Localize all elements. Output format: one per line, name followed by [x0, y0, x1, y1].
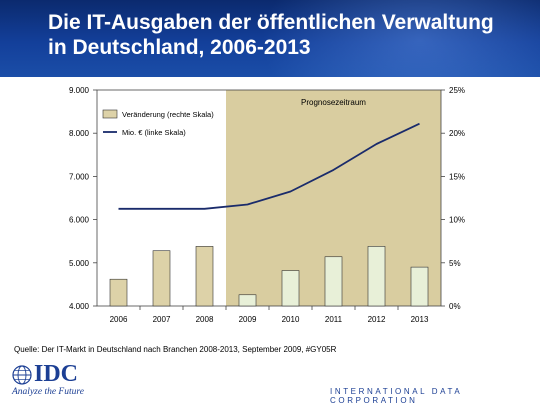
legend-label-bar: Veränderung (rechte Skala) — [122, 110, 214, 119]
x-tick-label: 2013 — [411, 315, 429, 324]
legend-swatch-bar — [102, 109, 118, 119]
left-tick-label: 9.000 — [69, 86, 90, 95]
bar-2011 — [324, 256, 343, 307]
chart: Prognosezeitraum 4.000 5.000 6.000 7.000 8.00… — [69, 86, 465, 324]
left-tick-label: 6.000 — [69, 216, 90, 225]
x-tick-label: 2011 — [325, 315, 343, 324]
page-title: Die IT-Ausgaben der öffentlichen Verwalt… — [48, 10, 528, 60]
bar-2010 — [281, 270, 300, 307]
bar-2006 — [109, 278, 128, 307]
x-tick-label: 2009 — [239, 315, 257, 324]
x-tick-label: 2006 — [110, 315, 128, 324]
x-tick-label: 2010 — [282, 315, 300, 324]
left-tick-label: 8.000 — [69, 129, 90, 138]
left-tick-label: 5.000 — [69, 259, 90, 268]
title-line-2: in Deutschland, 2006-2013 — [48, 36, 311, 59]
x-tick-label: 2012 — [368, 315, 386, 324]
right-tick-label: 10% — [449, 216, 465, 225]
header-banner: Die IT-Ausgaben der öffentlichen Verwalt… — [0, 0, 540, 77]
idc-globe-icon — [12, 365, 32, 385]
right-tick-label: 25% — [449, 86, 465, 95]
title-line-1: Die IT-Ausgaben der öffentlichen Verwalt… — [48, 11, 494, 34]
logo-tagline: Analyze the Future — [12, 387, 84, 397]
source-note: Quelle: Der IT-Markt in Deutschland nach… — [14, 345, 337, 354]
right-tick-label: 5% — [449, 259, 461, 268]
forecast-label: Prognosezeitraum — [301, 98, 366, 107]
bar-2008 — [195, 246, 214, 307]
idc-logo: IDC Analyze the Future — [12, 361, 102, 403]
bar-2007 — [152, 250, 171, 307]
bar-2009 — [238, 294, 257, 307]
header-glow — [260, 0, 540, 77]
x-tick-label: 2008 — [196, 315, 214, 324]
series-line-mio — [118, 122, 420, 210]
right-tick-label: 20% — [449, 129, 465, 138]
right-tick-label: 15% — [449, 172, 465, 181]
bar-2013 — [410, 266, 429, 307]
right-tick-label: 0% — [449, 302, 461, 311]
logo-name: IDC — [34, 361, 79, 387]
bar-2012 — [367, 246, 386, 307]
legend-label-line: Mio. € (linke Skala) — [122, 128, 186, 137]
corporation-name: INTERNATIONAL DATA CORPORATION — [330, 387, 462, 405]
left-tick-label: 7.000 — [69, 172, 90, 181]
left-tick-label: 4.000 — [69, 302, 90, 311]
x-tick-label: 2007 — [153, 315, 171, 324]
